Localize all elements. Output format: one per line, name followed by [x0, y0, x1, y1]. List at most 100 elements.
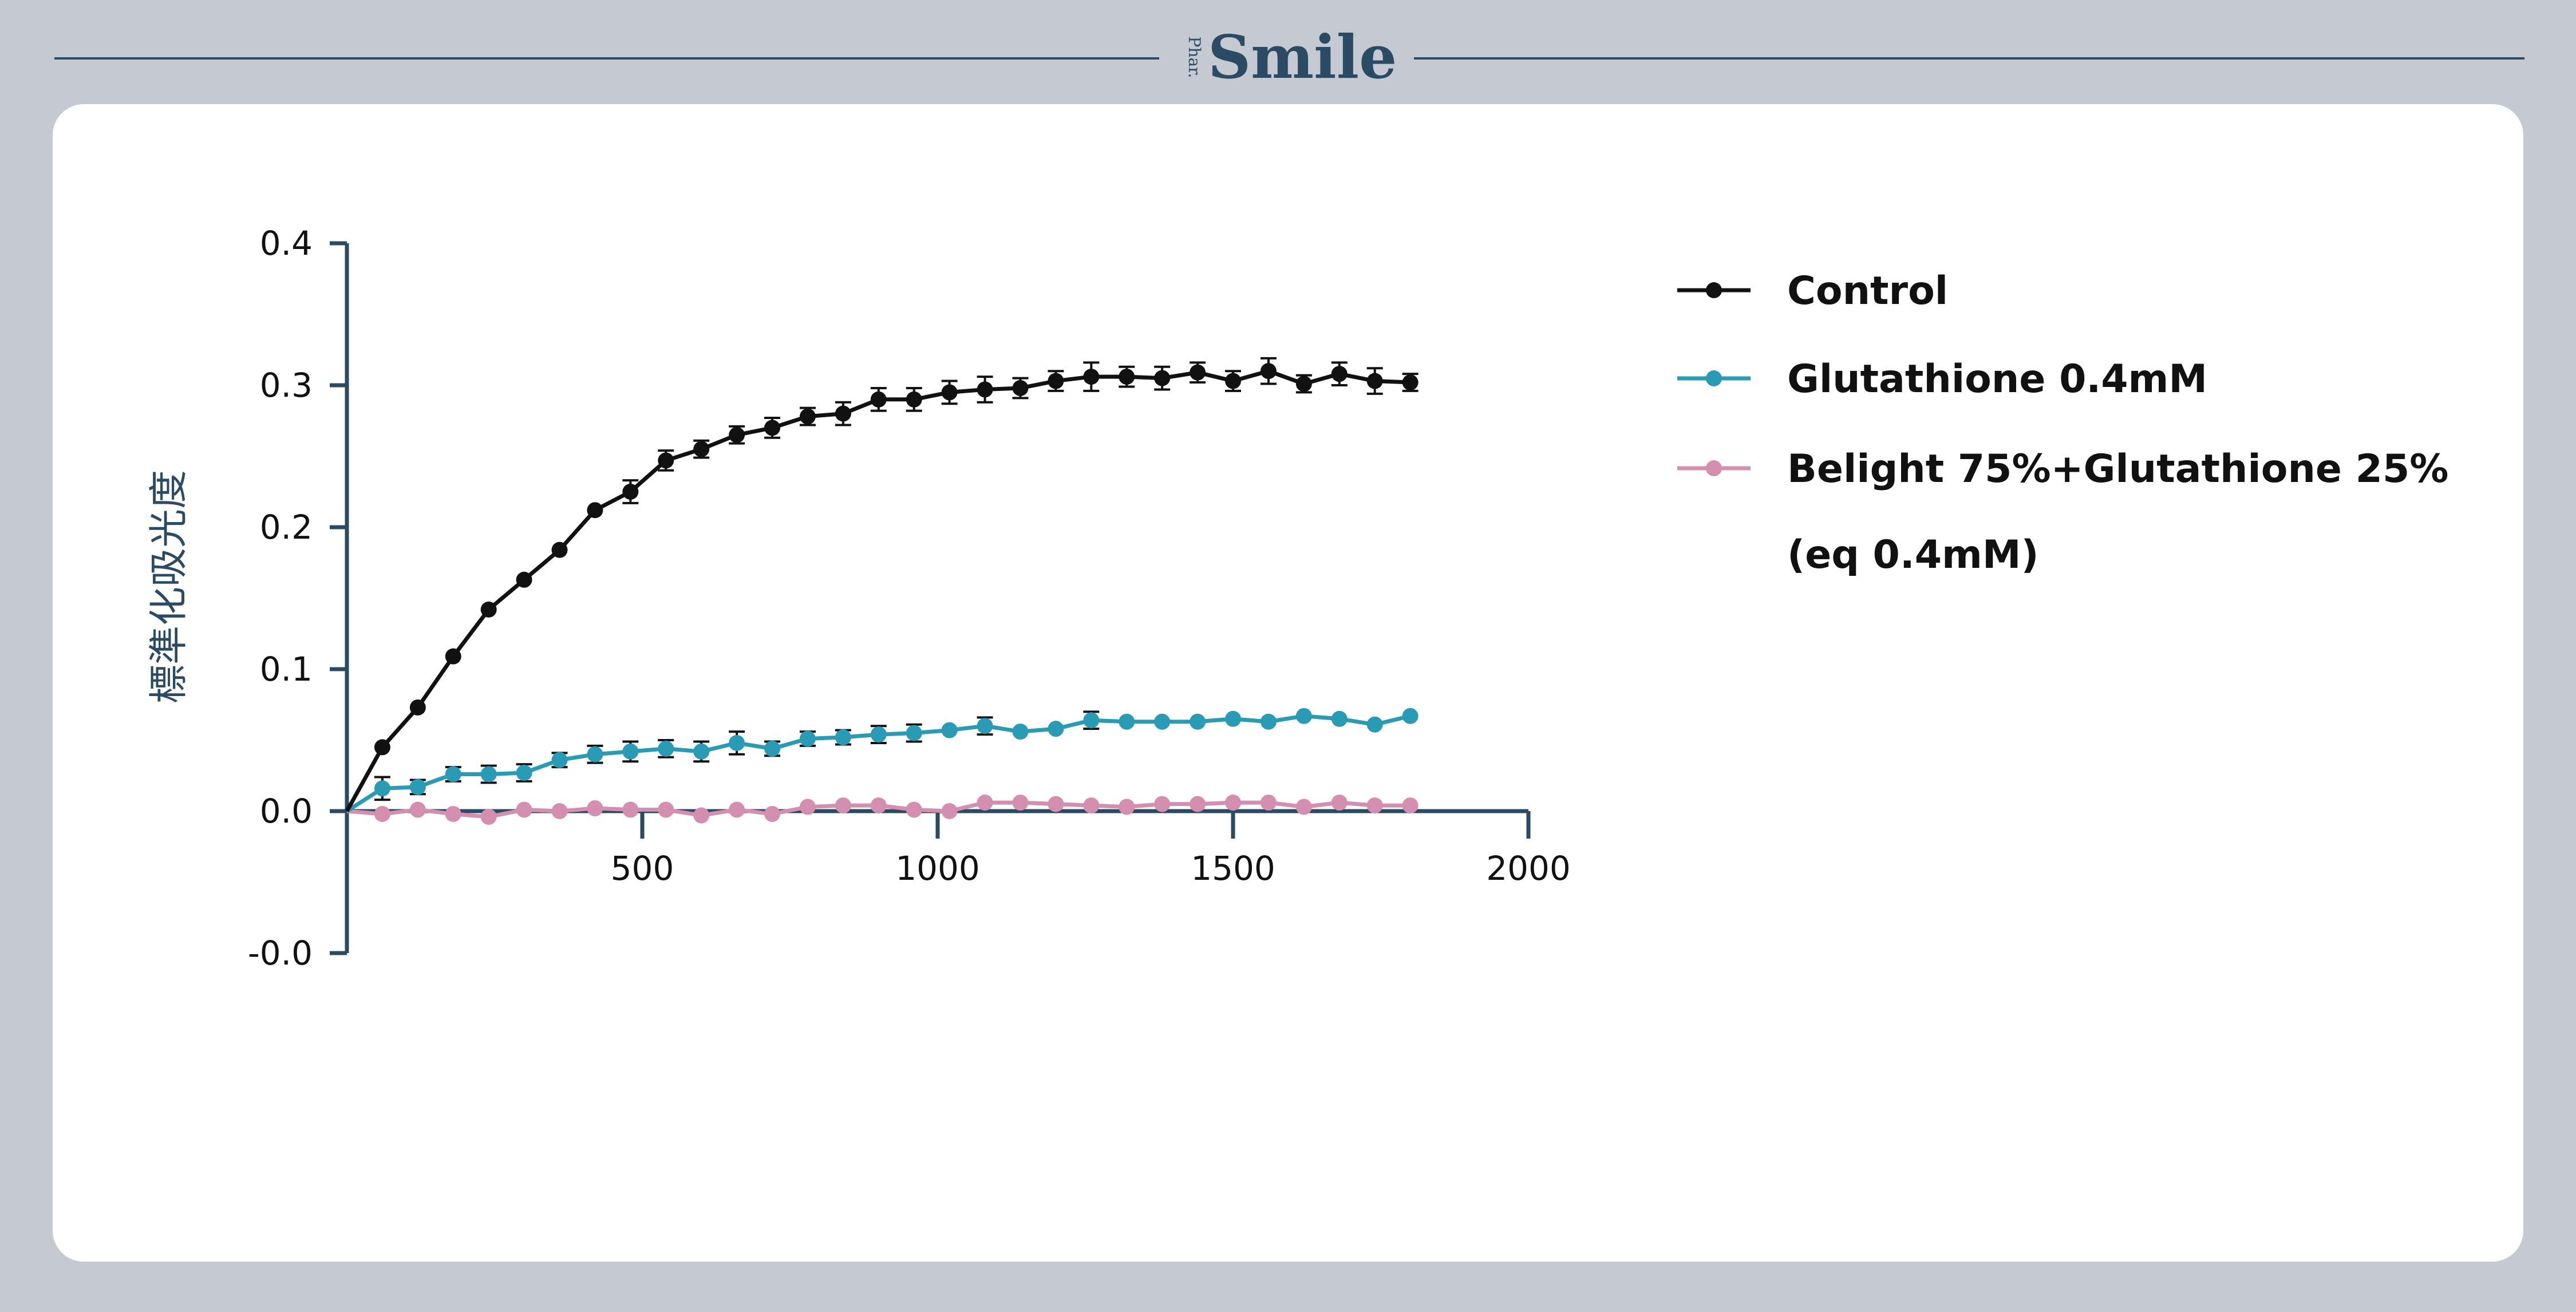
- data-point-glutathione: [1119, 713, 1135, 730]
- data-point-glutathione: [445, 766, 461, 783]
- data-point-belight: [1119, 799, 1135, 815]
- data-point-glutathione: [977, 718, 993, 734]
- header-divider-left: [54, 57, 1159, 60]
- brand-name: Smile: [1208, 22, 1397, 92]
- data-point-control: [1119, 369, 1135, 385]
- x-tick-label: 1500: [1191, 849, 1275, 888]
- data-point-glutathione: [409, 778, 426, 795]
- data-point-belight: [480, 808, 497, 825]
- data-point-glutathione: [516, 765, 532, 781]
- data-point-belight: [693, 807, 710, 824]
- chart-plot-area: [345, 357, 1419, 825]
- data-point-glutathione: [1225, 710, 1241, 727]
- y-tick-label: 0.4: [260, 224, 313, 263]
- data-point-control: [1366, 373, 1383, 389]
- legend-marker-glutathione: [1706, 370, 1722, 386]
- legend-marker-belight: [1706, 460, 1722, 476]
- data-point-control: [1154, 370, 1171, 386]
- legend-label-control: Control: [1787, 268, 1948, 314]
- data-point-belight: [409, 801, 426, 818]
- data-point-belight: [622, 801, 639, 818]
- data-point-glutathione: [941, 722, 958, 738]
- data-point-glutathione: [1331, 710, 1348, 727]
- legend-label-belight: Belight 75%+Glutathione 25%: [1787, 446, 2448, 492]
- data-point-belight: [587, 800, 603, 817]
- data-point-glutathione: [1083, 712, 1100, 729]
- brand-logo: Phar. Smile: [1174, 23, 1402, 92]
- data-point-glutathione: [1366, 716, 1383, 733]
- data-point-control: [906, 391, 922, 408]
- data-point-glutathione: [587, 746, 603, 762]
- data-point-control: [551, 542, 568, 558]
- data-point-belight: [551, 803, 568, 819]
- data-point-control: [1190, 364, 1206, 381]
- x-tick-label: 2000: [1486, 849, 1571, 888]
- data-point-glutathione: [658, 740, 674, 757]
- y-tick-label: -0.0: [248, 934, 313, 973]
- data-point-control: [1295, 376, 1312, 392]
- data-point-belight: [516, 801, 532, 818]
- data-point-glutathione: [622, 743, 639, 760]
- data-point-glutathione: [764, 740, 781, 757]
- series-glutathione: [346, 708, 1419, 813]
- data-point-glutathione: [870, 726, 887, 743]
- data-point-glutathione: [1260, 713, 1277, 730]
- data-point-belight: [1331, 795, 1348, 811]
- data-point-glutathione: [374, 780, 390, 797]
- data-point-glutathione: [1154, 713, 1171, 730]
- chart-ticks: -0.0 0.0 0.1 0.2 0.3 0.4 500 1000 1500 2000: [248, 224, 1571, 973]
- data-point-belight: [799, 799, 816, 815]
- data-point-glutathione: [729, 734, 745, 751]
- data-point-belight: [374, 805, 390, 822]
- data-point-glutathione: [835, 729, 851, 746]
- data-point-belight: [764, 805, 781, 822]
- legend-label-glutathione: Glutathione 0.4mM: [1787, 357, 2207, 402]
- data-point-glutathione: [480, 766, 497, 783]
- data-point-belight: [1295, 799, 1312, 815]
- data-point-glutathione: [551, 752, 568, 768]
- data-point-glutathione: [1048, 721, 1064, 737]
- legend-marker-control: [1706, 282, 1722, 298]
- data-point-belight: [835, 797, 851, 814]
- data-point-control: [445, 648, 461, 665]
- data-point-control: [480, 601, 497, 618]
- data-point-control: [941, 384, 958, 401]
- data-point-control: [729, 426, 745, 443]
- y-tick-label: 0.1: [260, 650, 313, 689]
- data-point-control: [409, 699, 426, 716]
- series-belight: [346, 795, 1419, 825]
- data-point-control: [622, 484, 639, 500]
- data-point-control: [1083, 369, 1100, 385]
- data-point-control: [764, 420, 781, 436]
- data-point-belight: [1260, 795, 1277, 811]
- chart-card: [53, 104, 2523, 1262]
- data-point-control: [693, 441, 710, 457]
- data-point-control: [799, 408, 816, 425]
- series-line-control: [345, 369, 1411, 812]
- data-point-control: [870, 391, 887, 408]
- data-point-belight: [941, 803, 958, 819]
- data-point-glutathione: [1190, 713, 1206, 730]
- data-point-control: [1048, 373, 1064, 389]
- header-divider-right: [1414, 57, 2524, 60]
- data-point-control: [587, 502, 603, 519]
- data-point-control: [658, 452, 674, 469]
- data-point-glutathione: [693, 743, 710, 760]
- data-point-belight: [1012, 795, 1029, 811]
- chart-axes: [345, 243, 1528, 953]
- data-point-control: [977, 381, 993, 398]
- data-point-belight: [870, 797, 887, 814]
- data-point-glutathione: [1295, 708, 1312, 724]
- y-tick-label: 0.2: [260, 508, 313, 547]
- data-point-control: [1402, 374, 1419, 391]
- data-point-control: [1331, 366, 1348, 382]
- data-point-glutathione: [906, 725, 922, 741]
- x-tick-label: 500: [611, 849, 674, 888]
- x-tick-label: 1000: [895, 849, 980, 888]
- data-point-control: [1225, 373, 1241, 389]
- data-point-belight: [1190, 796, 1206, 812]
- data-point-belight: [729, 801, 745, 818]
- data-point-belight: [445, 805, 461, 822]
- data-point-control: [516, 571, 532, 588]
